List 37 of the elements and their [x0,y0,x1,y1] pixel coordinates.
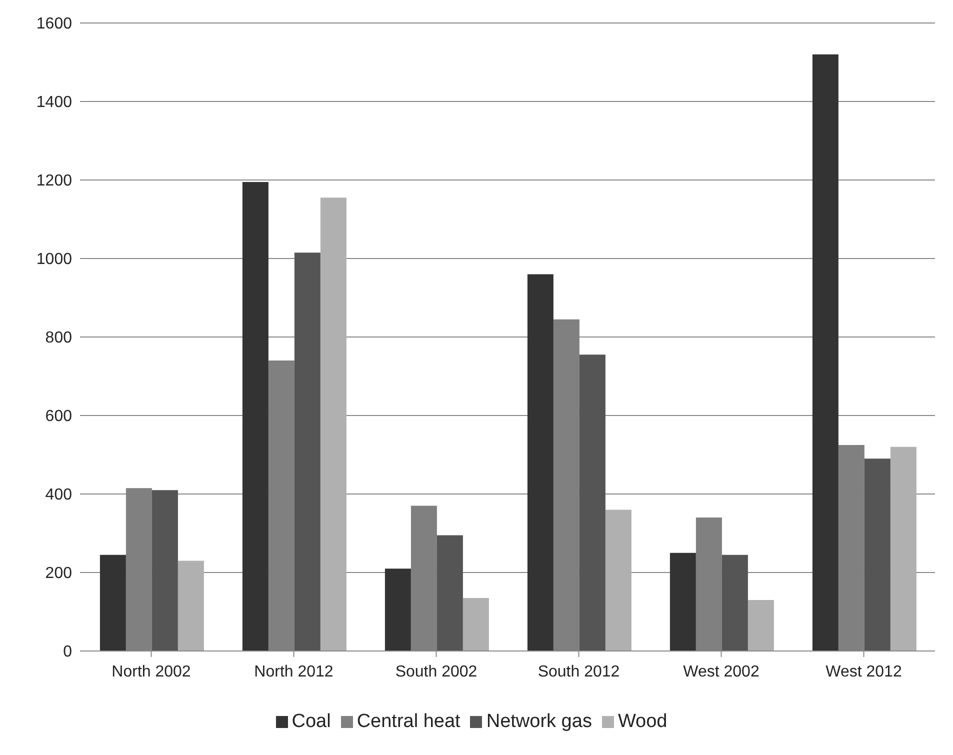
y-tick-label: 1400 [36,94,72,112]
y-tick-label: 1600 [36,16,72,33]
bar [152,490,178,651]
x-tick-label: West 2012 [826,663,902,680]
bar [242,182,268,651]
y-tick-label: 200 [45,565,72,582]
bar [436,535,463,651]
x-tick-label: South 2012 [538,663,620,680]
bar [579,354,606,651]
legend-label: Coal [292,711,331,732]
y-tick-label: 600 [45,408,72,426]
bar [294,252,320,651]
x-tick-label: North 2012 [254,663,334,680]
legend-label: Central heat [356,711,460,732]
y-tick-label: 0 [63,644,72,661]
bar [722,554,748,651]
x-tick-label: West 2002 [683,663,760,680]
legend-label: Network gas [486,711,592,732]
bar [462,598,489,651]
legend-label: Wood [618,711,668,732]
y-tick-label: 1000 [36,251,72,268]
bar [178,560,204,651]
bar [527,274,554,651]
bar [812,54,838,651]
y-tick-label: 400 [45,486,72,504]
x-tick-label: South 2002 [395,663,478,680]
bar [384,568,411,651]
bar [748,600,774,651]
bar [605,510,632,651]
bar [320,198,346,651]
y-tick-label: 1200 [36,172,72,190]
bar [670,552,696,651]
y-tick-label: 800 [45,330,72,347]
bar [864,458,890,651]
x-tick-label: North 2002 [112,663,191,680]
bar [890,446,916,651]
bar [100,554,126,651]
